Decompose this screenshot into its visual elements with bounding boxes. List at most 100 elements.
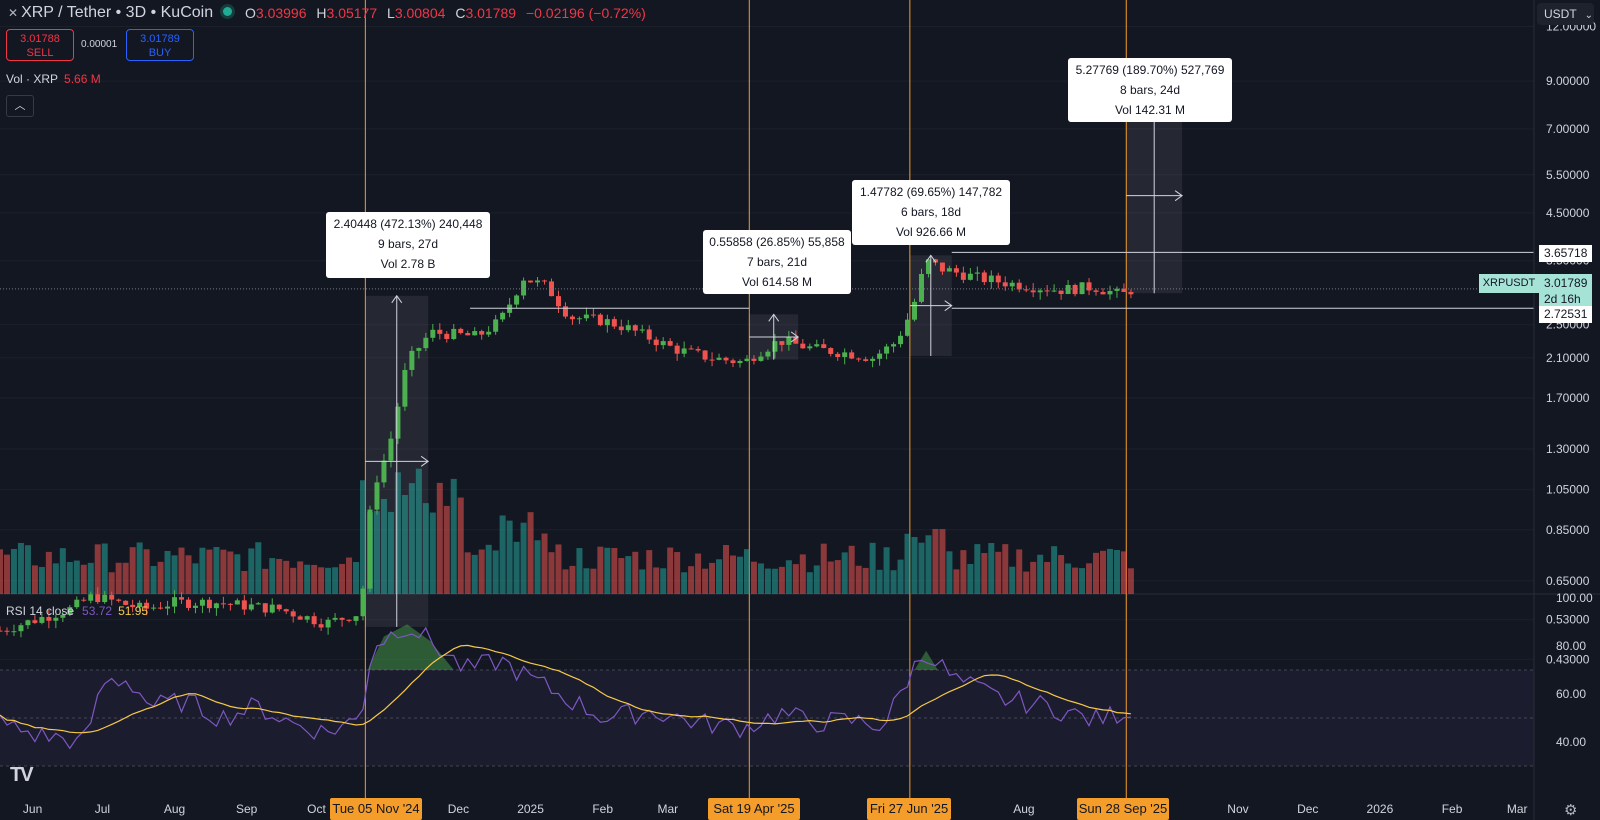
time-tick-label: Jun	[23, 802, 42, 816]
candle-body	[877, 353, 883, 359]
volume-bar	[290, 567, 297, 594]
change-value: −0.02196 (−0.72%)	[525, 5, 646, 21]
candle-body	[493, 319, 499, 332]
measurement-label[interactable]: 2.40448 (472.13%) 240,448 9 bars, 27d Vol …	[326, 212, 490, 278]
candle-body	[1079, 282, 1085, 295]
volume-bar	[220, 549, 227, 594]
gear-icon[interactable]: ⚙	[1564, 802, 1578, 819]
sell-button[interactable]: 3.01788 SELL	[6, 29, 74, 61]
candle-body	[144, 602, 150, 609]
price-tick-label: 4.50000	[1546, 206, 1590, 220]
time-tick-label: Mar	[1507, 802, 1528, 816]
candle-body	[304, 616, 310, 620]
time-tick-label: 2026	[1367, 802, 1394, 816]
measurement-label[interactable]: 5.27769 (189.70%) 527,769 8 bars, 24d Vol …	[1068, 58, 1232, 122]
volume-bar	[283, 560, 290, 594]
candle-body	[772, 341, 778, 352]
volume-bar	[967, 563, 974, 594]
candle-body	[185, 599, 191, 608]
price-tick-label: 7.00000	[1546, 122, 1590, 136]
currency-selector[interactable]: USDT ⌄	[1537, 3, 1594, 25]
candle-body	[528, 280, 534, 283]
volume-bar	[646, 550, 653, 594]
volume-bar	[339, 563, 346, 594]
volume-bar	[520, 522, 527, 594]
candle-body	[932, 259, 938, 263]
volume-bar	[450, 478, 457, 594]
candle-body	[821, 344, 827, 349]
volume-bar	[1023, 571, 1030, 594]
volume-bar	[827, 561, 834, 594]
volume-bar	[932, 528, 939, 594]
candle-body	[884, 346, 890, 354]
candle-body	[95, 594, 101, 603]
volume-bar	[255, 542, 262, 594]
candle-body	[1002, 282, 1008, 287]
volume-bar	[653, 567, 660, 594]
candle-body	[1037, 290, 1043, 293]
candle-body	[227, 603, 233, 605]
volume-bar	[764, 568, 771, 594]
candle-body	[988, 275, 994, 283]
candle-body	[912, 301, 918, 320]
measurement-label[interactable]: 0.55858 (26.85%) 55,858 7 bars, 21d Vol 61…	[703, 230, 851, 294]
price-tick-label: 5.50000	[1546, 168, 1590, 182]
candle-body	[702, 350, 708, 360]
volume-bar	[792, 564, 799, 594]
price-tick-label: 0.85000	[1546, 523, 1590, 537]
candle-body	[137, 602, 143, 608]
rsi-line	[0, 626, 1131, 750]
measure-arrow-head	[391, 294, 403, 304]
candle-body	[4, 630, 10, 632]
candle-body	[695, 348, 701, 351]
candle-body	[856, 358, 862, 360]
date-marker-label: Tue 05 Nov '24	[330, 798, 422, 820]
measurement-label[interactable]: 1.47782 (69.65%) 147,782 6 bars, 18d Vol 9…	[852, 180, 1010, 245]
candle-body	[39, 617, 45, 623]
tradingview-logo[interactable]: TV	[10, 764, 34, 786]
volume-bar	[318, 567, 325, 594]
candle-body	[158, 607, 164, 609]
candle-body	[81, 599, 87, 601]
collapse-legend-button[interactable]: ︿	[6, 95, 34, 117]
candle-body	[472, 331, 478, 336]
volume-legend[interactable]: Vol · XRP 5.66 M	[6, 72, 101, 86]
candle-body	[751, 358, 757, 361]
volume-bar	[178, 547, 185, 594]
volume-bar	[87, 562, 94, 594]
candle-body	[918, 273, 924, 302]
volume-bar	[464, 552, 471, 594]
volume-bar	[422, 503, 429, 594]
candle-body	[891, 344, 897, 347]
candle-body	[569, 316, 575, 320]
candle-body	[779, 341, 785, 345]
candle-body	[521, 280, 527, 296]
candle-body	[1044, 290, 1050, 292]
volume-bar	[709, 562, 716, 594]
time-tick-label: Nov	[1227, 802, 1248, 816]
live-dot-icon	[223, 7, 233, 16]
rsi-legend[interactable]: RSI 14 close 53.72 51.95	[6, 604, 149, 618]
chart-title: ✕ XRP / Tether • 3D • KuCoin	[8, 4, 240, 22]
volume-bar	[325, 567, 332, 594]
candle-body	[1100, 291, 1106, 295]
time-tick-label: Feb	[1442, 802, 1463, 816]
candle-body	[653, 339, 659, 346]
volume-bar	[346, 557, 353, 594]
candle-body	[248, 604, 254, 610]
candle-body	[898, 335, 904, 345]
candle-body	[597, 314, 603, 326]
candle-body	[437, 329, 443, 334]
x-icon[interactable]: ✕	[8, 6, 19, 20]
volume-bar	[1079, 568, 1086, 594]
candle-body	[500, 312, 506, 320]
volume-bar	[1037, 554, 1044, 594]
buy-button[interactable]: 3.01789 BUY	[126, 29, 194, 61]
candle-body	[206, 599, 212, 609]
candle-body	[905, 319, 911, 336]
candle-body	[807, 346, 813, 349]
candle-body	[1107, 290, 1113, 295]
candle-body	[828, 348, 834, 354]
candle-body	[674, 345, 680, 354]
